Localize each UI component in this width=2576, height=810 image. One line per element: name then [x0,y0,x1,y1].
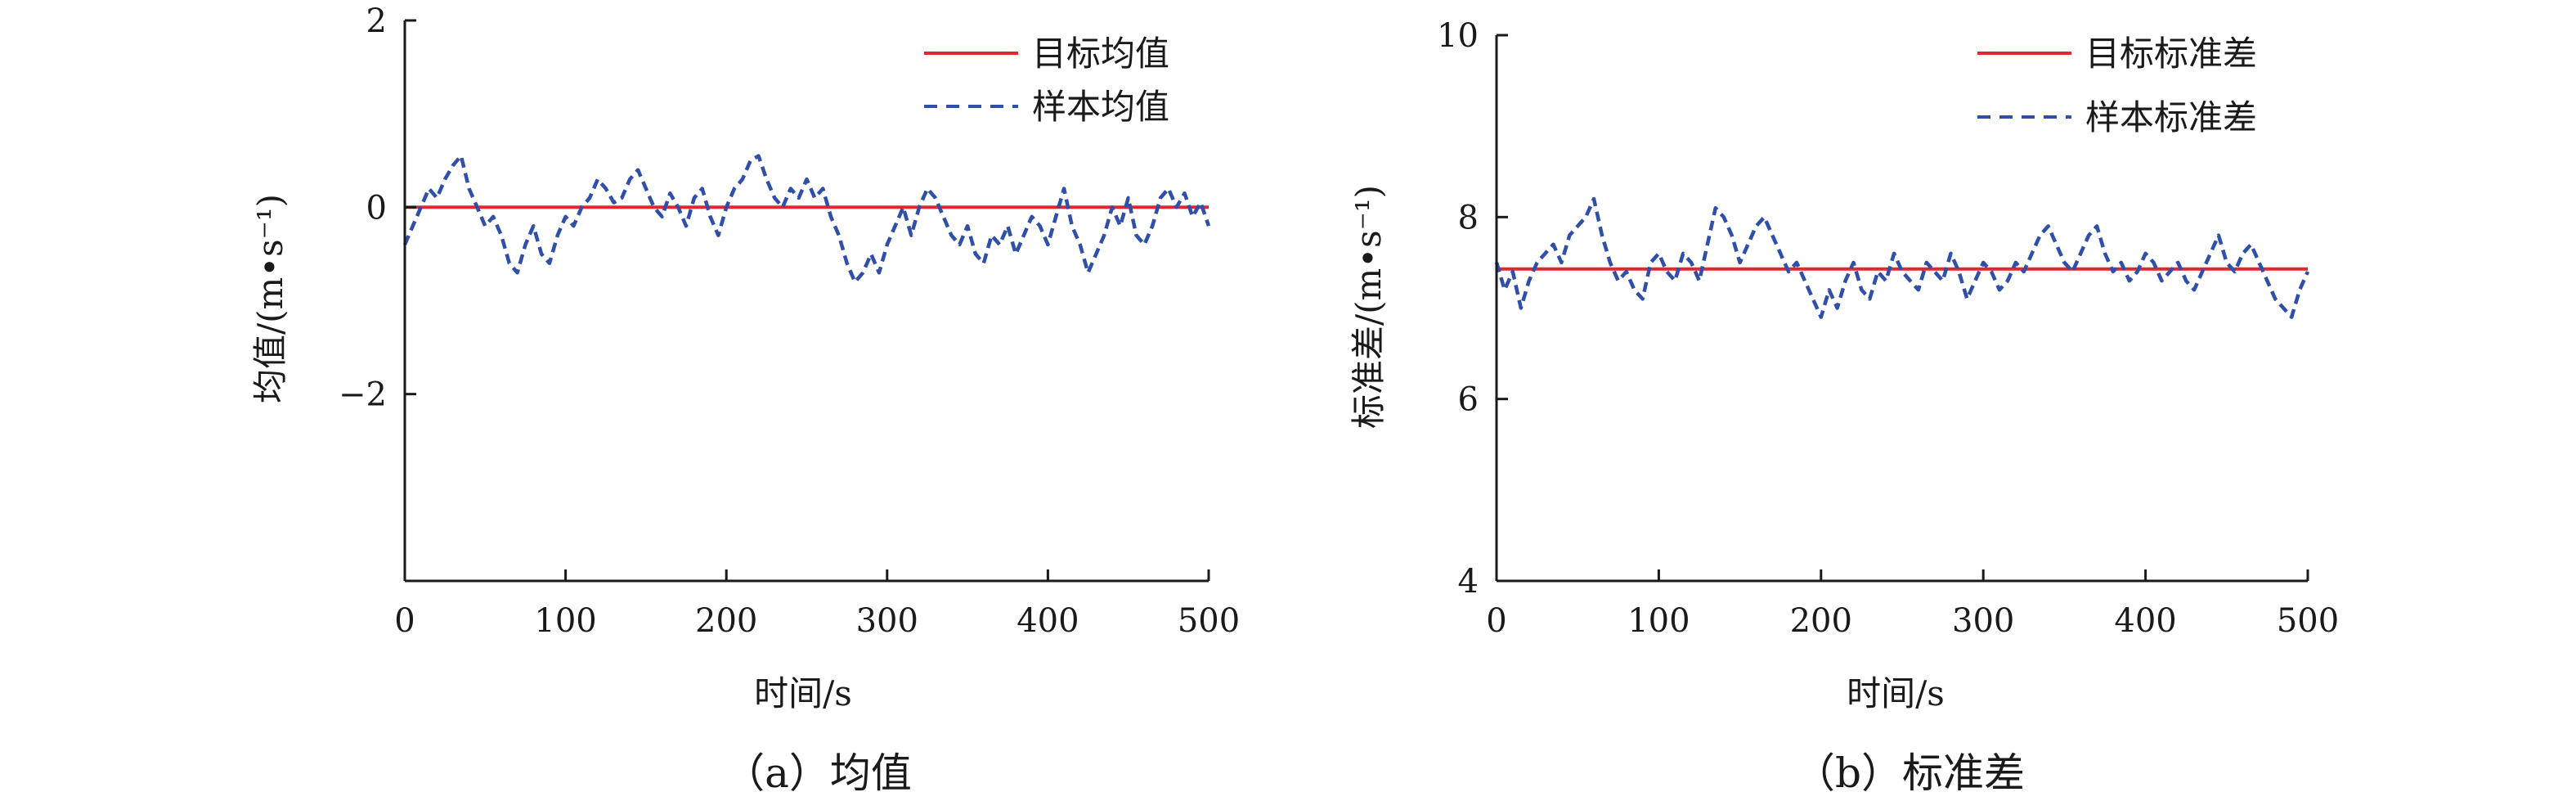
std-series-layer [1494,196,2310,319]
legend-sample-label: 样本标准差 [2085,97,2257,137]
std-sample-line [1494,196,2310,319]
std-x-tick-label: 200 [1790,602,1852,640]
mean-y-tick-label: 0 [366,189,387,227]
std-y-tick-label: 6 [1458,381,1479,419]
std-y-tick-label: 8 [1458,199,1479,236]
legend-target-label: 目标均值 [1032,34,1169,74]
std-x-tick-label: 400 [2114,602,2176,640]
mean-y-axis-title: 均值/(m•s⁻¹) [250,194,290,403]
chart-std-panel: 0 100 200 300 400 500 4 6 8 10 标准差/(m•s⁻¹) 时间/s 目… [1349,17,2339,797]
mean-axes [403,19,1210,583]
std-x-tick-label: 0 [1486,602,1506,640]
std-y-tick-label: 4 [1458,563,1479,601]
mean-y-tick-label: 2 [366,2,387,40]
std-x-tick-label: 100 [1627,602,1690,640]
mean-x-axis-title: 时间/s [754,673,852,713]
std-x-axis-title: 时间/s [1847,673,1945,713]
mean-sample-line [402,154,1211,284]
std-legend: 目标标准差 样本标准差 [1977,34,2257,137]
mean-y-tick-label: −2 [339,376,387,414]
std-axes [1495,34,2309,583]
mean-panel-caption: （a）均值 [724,749,912,797]
mean-x-tick-label: 0 [394,602,415,640]
std-y-axis-title: 标准差/(m•s⁻¹) [1349,185,1389,429]
mean-x-tick-label: 300 [856,602,918,640]
chart-mean-panel: 0 100 200 300 400 500 −2 0 2 均值/(m•s⁻¹) 时间/s 目标均… [250,2,1240,797]
mean-x-tick-label: 100 [534,602,596,640]
mean-series-layer [402,154,1211,284]
mean-legend: 目标均值 样本均值 [924,34,1169,127]
mean-tick-labels: 0 100 200 300 400 500 −2 0 2 [339,2,1240,640]
legend-target-label: 目标标准差 [2085,34,2257,74]
std-y-tick-label: 10 [1437,17,1479,55]
mean-x-tick-label: 400 [1016,602,1079,640]
std-tick-labels: 0 100 200 300 400 500 4 6 8 10 [1437,17,2339,640]
mean-x-tick-label: 200 [695,602,757,640]
legend-sample-label: 样本均值 [1032,87,1169,127]
std-panel-caption: （b）标准差 [1794,749,2025,797]
std-x-tick-label: 300 [1952,602,2014,640]
mean-x-tick-label: 500 [1178,602,1240,640]
std-x-tick-label: 500 [2277,602,2339,640]
